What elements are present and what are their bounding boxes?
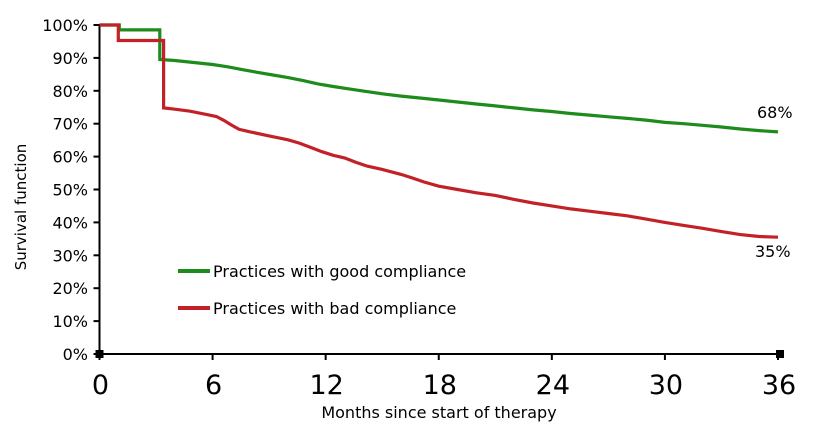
series-line-good-compliance <box>99 23 779 134</box>
axis-selection-handle-icon <box>95 350 104 358</box>
y-tick-label: 50% <box>52 181 88 200</box>
legend-line-red-icon <box>178 306 210 310</box>
y-tick-label: 10% <box>52 312 88 331</box>
series-end-value-good: 68% <box>757 103 793 122</box>
y-tick-label: 40% <box>52 213 88 232</box>
y-tick-label: 80% <box>52 82 88 101</box>
y-tick-label: 100% <box>42 16 88 35</box>
x-tick-label: 18 <box>423 370 457 401</box>
y-axis-title: Survival function <box>12 143 30 271</box>
x-tick-label: 36 <box>762 370 796 401</box>
y-tick-label: 0% <box>63 345 88 364</box>
legend-label-bad-compliance: Practices with bad compliance <box>213 298 457 318</box>
x-tick-label: 24 <box>536 370 570 401</box>
y-tick-label: 60% <box>52 148 88 167</box>
y-tick-label: 20% <box>52 279 88 298</box>
legend-item-good-compliance: Practices with good compliance <box>178 261 466 281</box>
y-tick-label: 90% <box>52 49 88 68</box>
series-end-value-bad: 35% <box>755 242 791 261</box>
x-tick-label: 6 <box>205 370 222 401</box>
legend-item-bad-compliance: Practices with bad compliance <box>178 298 466 318</box>
legend-label-good-compliance: Practices with good compliance <box>213 261 467 281</box>
legend: Practices with good compliance Practices… <box>178 261 466 318</box>
series-line-bad-compliance <box>99 23 779 239</box>
x-axis-title: Months since start of therapy <box>321 403 557 422</box>
y-tick-label: 70% <box>52 115 88 134</box>
x-tick-label: 12 <box>309 370 343 401</box>
y-tick-label: 30% <box>52 246 88 265</box>
x-tick-label: 0 <box>92 370 109 401</box>
x-tick-label: 30 <box>649 370 683 401</box>
axis-selection-handle-icon <box>776 350 784 358</box>
legend-line-green-icon <box>178 269 210 273</box>
